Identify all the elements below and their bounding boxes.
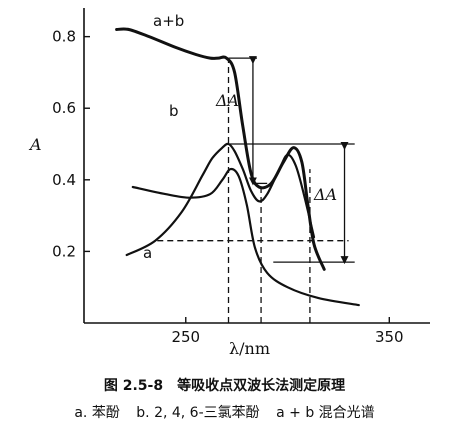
series-line-a [125,142,316,257]
chart-figure: a+b b a ΔA ΔA A λ/nm 0.2 0.4 0.6 0.8 250 350 [28,8,430,358]
y-tick-label: 0.2 [52,242,76,260]
curve-label-ab: a+b [153,12,184,30]
x-tick-label: 350 [375,328,404,346]
curve-label-a: a [143,244,152,262]
delta-a-lower-label: ΔA [313,185,337,204]
figure-caption-title: 图 2.5-8 等吸收点双波长法测定原理 [103,378,346,394]
caption-legend-b: b. 2, 4, 6-三氯苯酚 [136,405,260,421]
x-axis-title: λ/nm [229,339,270,358]
y-axis-title: A [28,135,42,154]
series-line-ab [115,27,326,271]
x-tick-label: 250 [171,328,200,346]
chart-svg: a+b b a ΔA ΔA A λ/nm 0.2 0.4 0.6 0.8 250 350 [28,8,430,358]
caption-legend-ab: a + b 混合光谱 [276,405,375,421]
series-line-b [131,167,360,307]
figure-caption-legend: a. 苯酚 b. 2, 4, 6-三氯苯酚 a + b 混合光谱 [0,402,449,422]
y-tick-label: 0.6 [52,99,76,117]
y-tick-label: 0.4 [52,171,76,189]
curve-label-b: b [169,102,179,120]
y-tick-label: 0.8 [52,28,76,46]
caption-legend-a: a. 苯酚 [74,405,120,421]
delta-a-upper-label: ΔA [215,91,239,110]
